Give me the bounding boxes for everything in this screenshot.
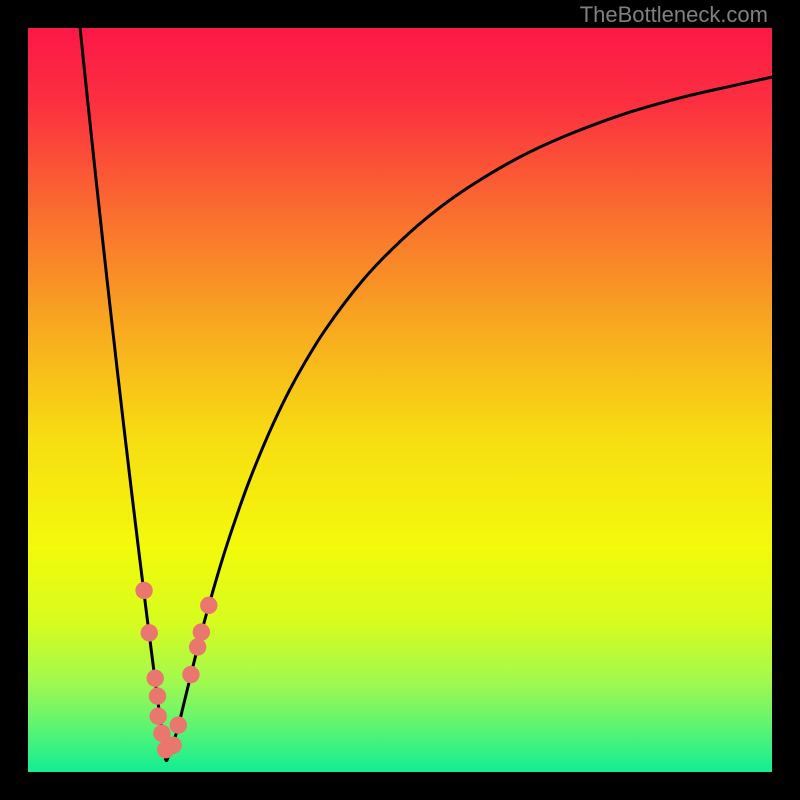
data-marker: [149, 688, 165, 704]
data-marker: [193, 624, 209, 640]
data-marker: [147, 670, 163, 686]
chart-frame: TheBottleneck.com: [0, 0, 800, 800]
data-marker: [141, 625, 157, 641]
data-marker: [201, 597, 217, 613]
data-marker: [170, 717, 186, 733]
source-watermark: TheBottleneck.com: [580, 2, 768, 28]
plot-background: [28, 28, 772, 772]
data-marker: [183, 666, 199, 682]
data-marker: [189, 639, 205, 655]
data-marker: [165, 737, 181, 753]
chart-plot: [28, 28, 772, 772]
data-marker: [150, 708, 166, 724]
data-marker: [136, 582, 152, 598]
